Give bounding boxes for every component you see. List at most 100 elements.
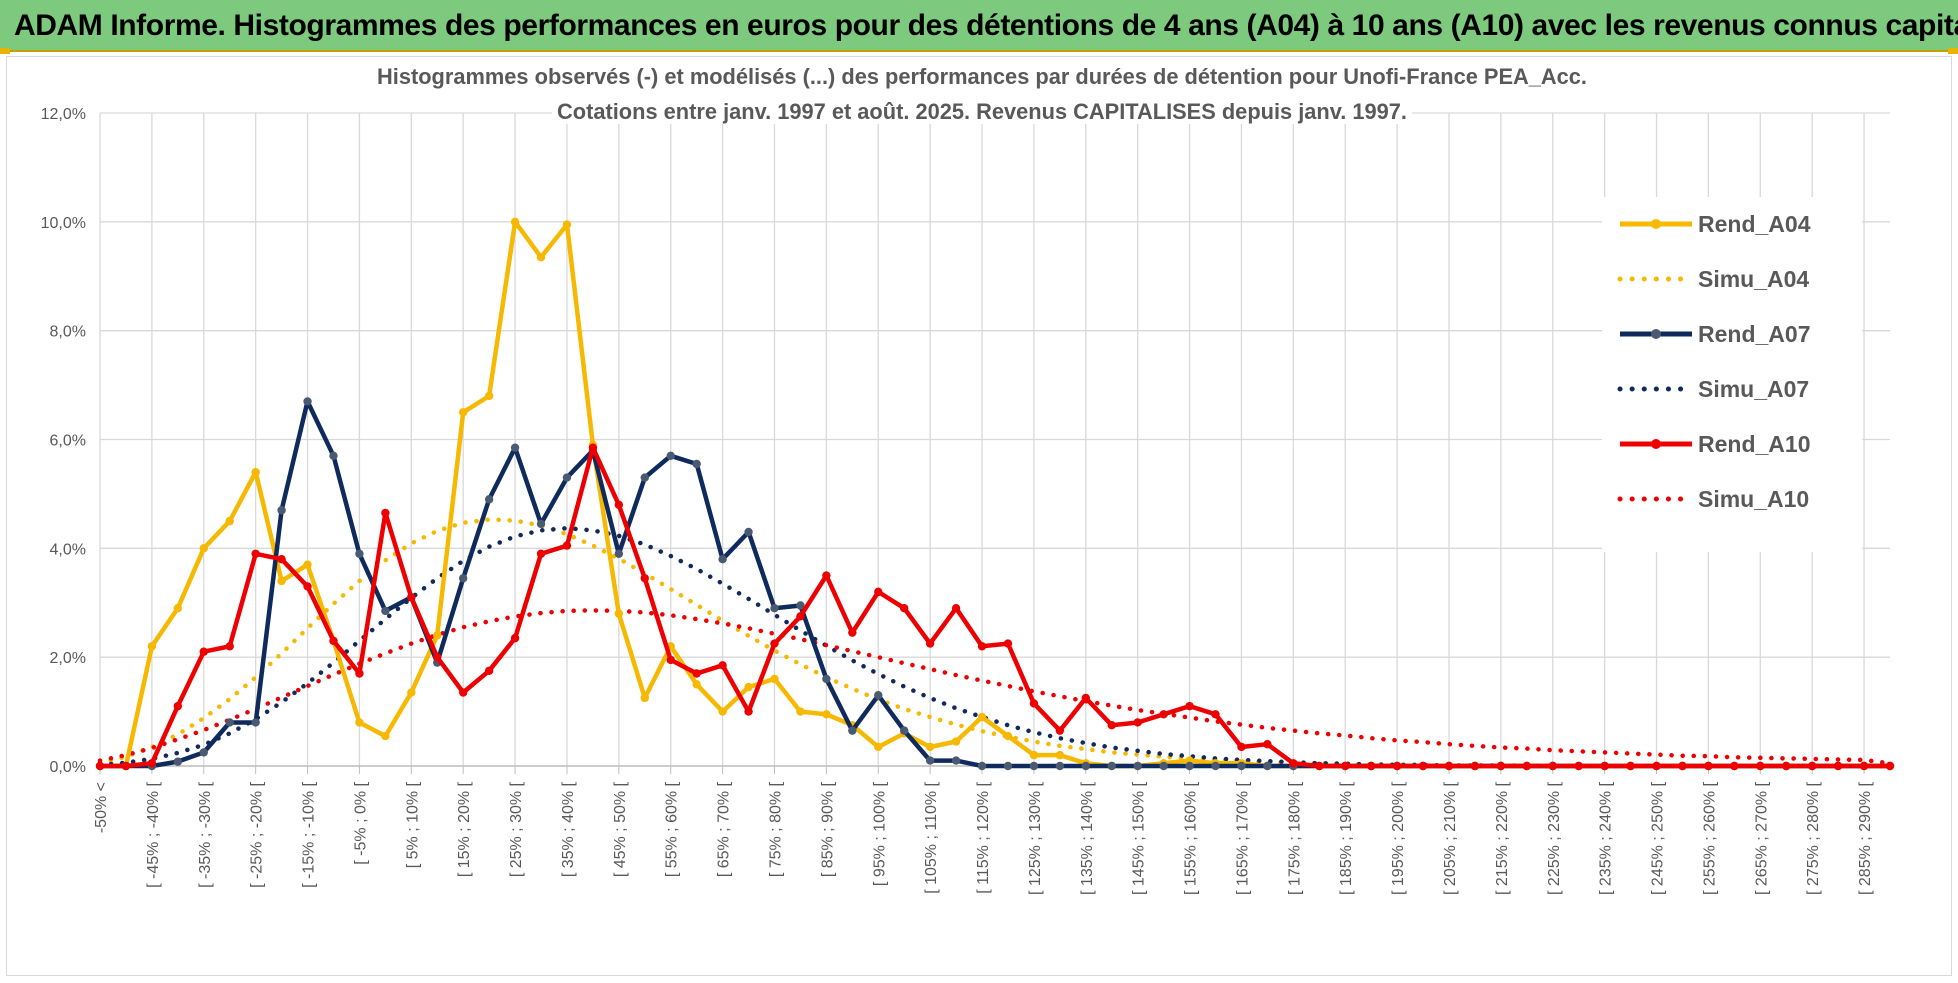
data-point (121, 761, 131, 771)
data-point (1029, 699, 1039, 708)
x-tick-label: [ 45% ; 50% [ (612, 781, 629, 877)
x-axis-tick-labels: -50% < [ -45% ; -40% [[ -35% ; -30% [[ -2… (93, 781, 1874, 895)
data-point (1289, 759, 1298, 768)
y-tick-label: 0,0% (50, 759, 86, 776)
data-point (173, 757, 183, 766)
data-point (1081, 761, 1090, 771)
data-point (329, 636, 338, 646)
data-point (484, 391, 494, 401)
data-point (666, 451, 675, 461)
data-point (640, 693, 649, 703)
x-tick-label: [ -35% ; -30% [ (197, 781, 214, 887)
data-point (1263, 740, 1272, 749)
legend-marker (1651, 439, 1661, 449)
data-point (977, 712, 987, 722)
data-point (536, 519, 546, 529)
data-point (588, 443, 598, 452)
x-tick-label: [ 165% ; 170% [ (1234, 781, 1251, 895)
x-tick-label: [ 265% ; 270% [ (1753, 781, 1770, 895)
data-point (796, 707, 805, 716)
data-point (225, 718, 234, 727)
data-point (484, 666, 494, 675)
data-point (433, 631, 442, 640)
data-point (1237, 761, 1246, 771)
legend-marker (1651, 329, 1661, 339)
x-tick-label: [ 75% ; 80% [ (767, 781, 784, 877)
data-point (822, 571, 831, 580)
y-tick-label: 2,0% (50, 650, 86, 667)
x-tick-label: [ 255% ; 260% [ (1701, 781, 1718, 895)
data-point (1704, 761, 1713, 771)
data-point (199, 544, 208, 553)
data-point (744, 682, 753, 692)
data-point (1211, 710, 1220, 719)
data-point (251, 467, 260, 477)
x-tick-label: [ 245% ; 250% [ (1650, 781, 1667, 895)
data-point (1600, 761, 1609, 771)
legend-label: Simu_A04 (1698, 266, 1809, 292)
legend: Rend_A04 Simu_A04 Rend_A07 Simu_A07 Rend_A10… (1602, 197, 1862, 552)
data-point (1263, 761, 1272, 771)
data-point (251, 549, 260, 558)
data-point (1159, 761, 1168, 771)
data-point (303, 582, 312, 591)
chart-title-block: Histogrammes observés (-) et modélisés (… (372, 59, 1592, 124)
histogram-chart: 0,0% 2,0% 4,0% 6,0% 8,0% 10,0% 12,0% -50% < [ -… (41, 59, 1895, 895)
data-point (458, 688, 468, 697)
data-point (1029, 750, 1039, 760)
x-tick-label: [ 225% ; 230% [ (1546, 781, 1563, 895)
data-point (1730, 761, 1739, 771)
data-point (1833, 761, 1843, 771)
data-point (718, 661, 727, 670)
data-point (796, 612, 805, 621)
y-axis-tick-labels: 0,0% 2,0% 4,0% 6,0% 8,0% 10,0% 12,0% (41, 106, 86, 776)
data-point (692, 459, 701, 469)
data-point (1003, 639, 1013, 648)
x-tick-label: [ 15% ; 20% [ (456, 781, 473, 877)
x-tick-label: [ 275% ; 280% [ (1805, 781, 1822, 895)
data-point (1470, 761, 1480, 771)
data-point (1678, 761, 1687, 771)
series-Simu_A10 (97, 608, 1893, 766)
x-tick-label: [ 25% ; 30% [ (508, 781, 525, 877)
x-tick-label: [ -25% ; -20% [ (249, 781, 266, 887)
data-point (900, 726, 909, 735)
data-point (458, 408, 468, 417)
data-point (822, 710, 831, 719)
data-point (848, 726, 857, 735)
legend-item-Rend_A07: Rend_A07 (1620, 321, 1810, 347)
data-point (770, 603, 779, 613)
data-point (874, 587, 883, 597)
data-point (536, 549, 546, 558)
y-tick-label: 12,0% (41, 106, 86, 123)
x-tick-label: [ -45% ; -40% [ (145, 781, 162, 887)
series-Rend_A10 (95, 443, 1895, 771)
data-point (381, 606, 390, 616)
data-point (770, 674, 779, 684)
legend-label: Rend_A10 (1698, 431, 1810, 457)
data-point (744, 707, 753, 716)
chart-title-bg (372, 59, 1592, 92)
y-tick-label: 8,0% (50, 324, 86, 341)
data-point (640, 574, 649, 583)
data-point (407, 593, 416, 602)
data-point (277, 576, 286, 586)
data-point (977, 761, 987, 771)
corner-accent-left (0, 48, 10, 54)
data-point (1522, 761, 1532, 771)
data-point (977, 642, 987, 651)
data-point (1211, 761, 1220, 771)
data-point (1315, 761, 1324, 771)
data-point (225, 642, 234, 651)
legend-item-Rend_A04: Rend_A04 (1620, 211, 1811, 237)
data-point (95, 761, 105, 771)
data-point (925, 756, 935, 765)
data-point (303, 560, 312, 569)
series-lines (95, 217, 1895, 771)
title-banner: ADAM Informe. Histogrammes des performan… (0, 0, 1958, 52)
data-point (329, 451, 338, 461)
legend-item-Simu_A10: Simu_A10 (1617, 486, 1809, 512)
data-point (251, 718, 260, 727)
x-tick-label: [ 235% ; 240% [ (1598, 781, 1615, 895)
banner-title: ADAM Informe. Histogrammes des performan… (14, 9, 1958, 42)
